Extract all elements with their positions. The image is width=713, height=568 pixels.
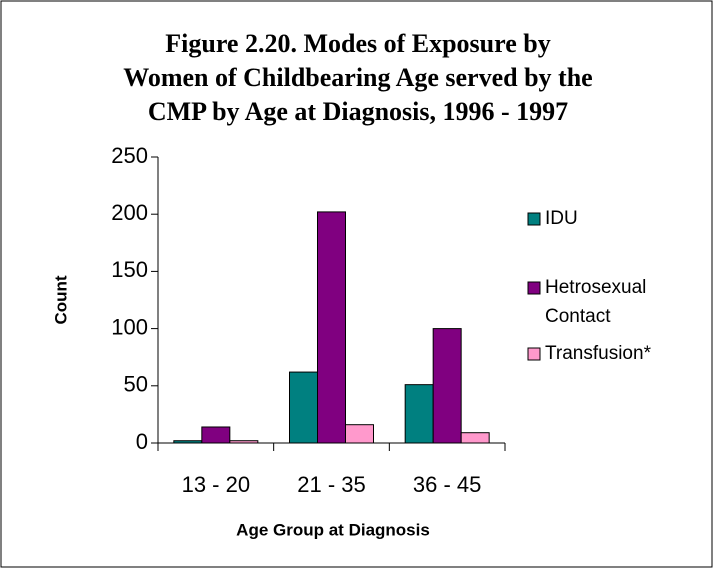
bar [289,371,318,444]
legend-label: Transfusion* [545,343,652,364]
legend-swatch [527,212,541,226]
y-tick-label: 200 [111,200,148,225]
y-axis-label: Count [51,275,70,324]
legend-label-line: Contact [545,306,611,327]
chart-title: Figure 2.20. Modes of Exposure by [165,29,550,58]
bar [404,384,434,444]
y-tick-label: 150 [111,257,148,282]
y-tick-label: 250 [111,143,148,168]
legend-swatch [527,347,541,361]
bar [317,211,346,444]
bar [201,426,231,444]
x-axis-label: Age Group at Diagnosis [236,520,430,539]
bar [345,424,374,444]
legend-swatch [527,281,541,295]
x-tick-label: 13 - 20 [182,472,251,497]
chart-title: CMP by Age at Diagnosis, 1996 - 1997 [148,97,568,126]
y-tick-label: 50 [124,372,148,397]
bar [432,328,462,444]
x-tick-label: 21 - 35 [297,472,366,497]
legend-label: IDU [545,208,578,229]
x-tick-label: 36 - 45 [413,472,482,497]
legend-label: Hetrosexual Contact [545,277,652,327]
legend-label-line: Hetrosexual [545,277,652,298]
legend-label-line: IDU [545,208,578,229]
y-tick-label: 100 [111,314,148,339]
chart-title: Women of Childbearing Age served by the [123,63,592,92]
bar [460,432,490,444]
y-tick-label: 0 [136,429,148,454]
legend-label-line: Transfusion* [545,343,652,364]
